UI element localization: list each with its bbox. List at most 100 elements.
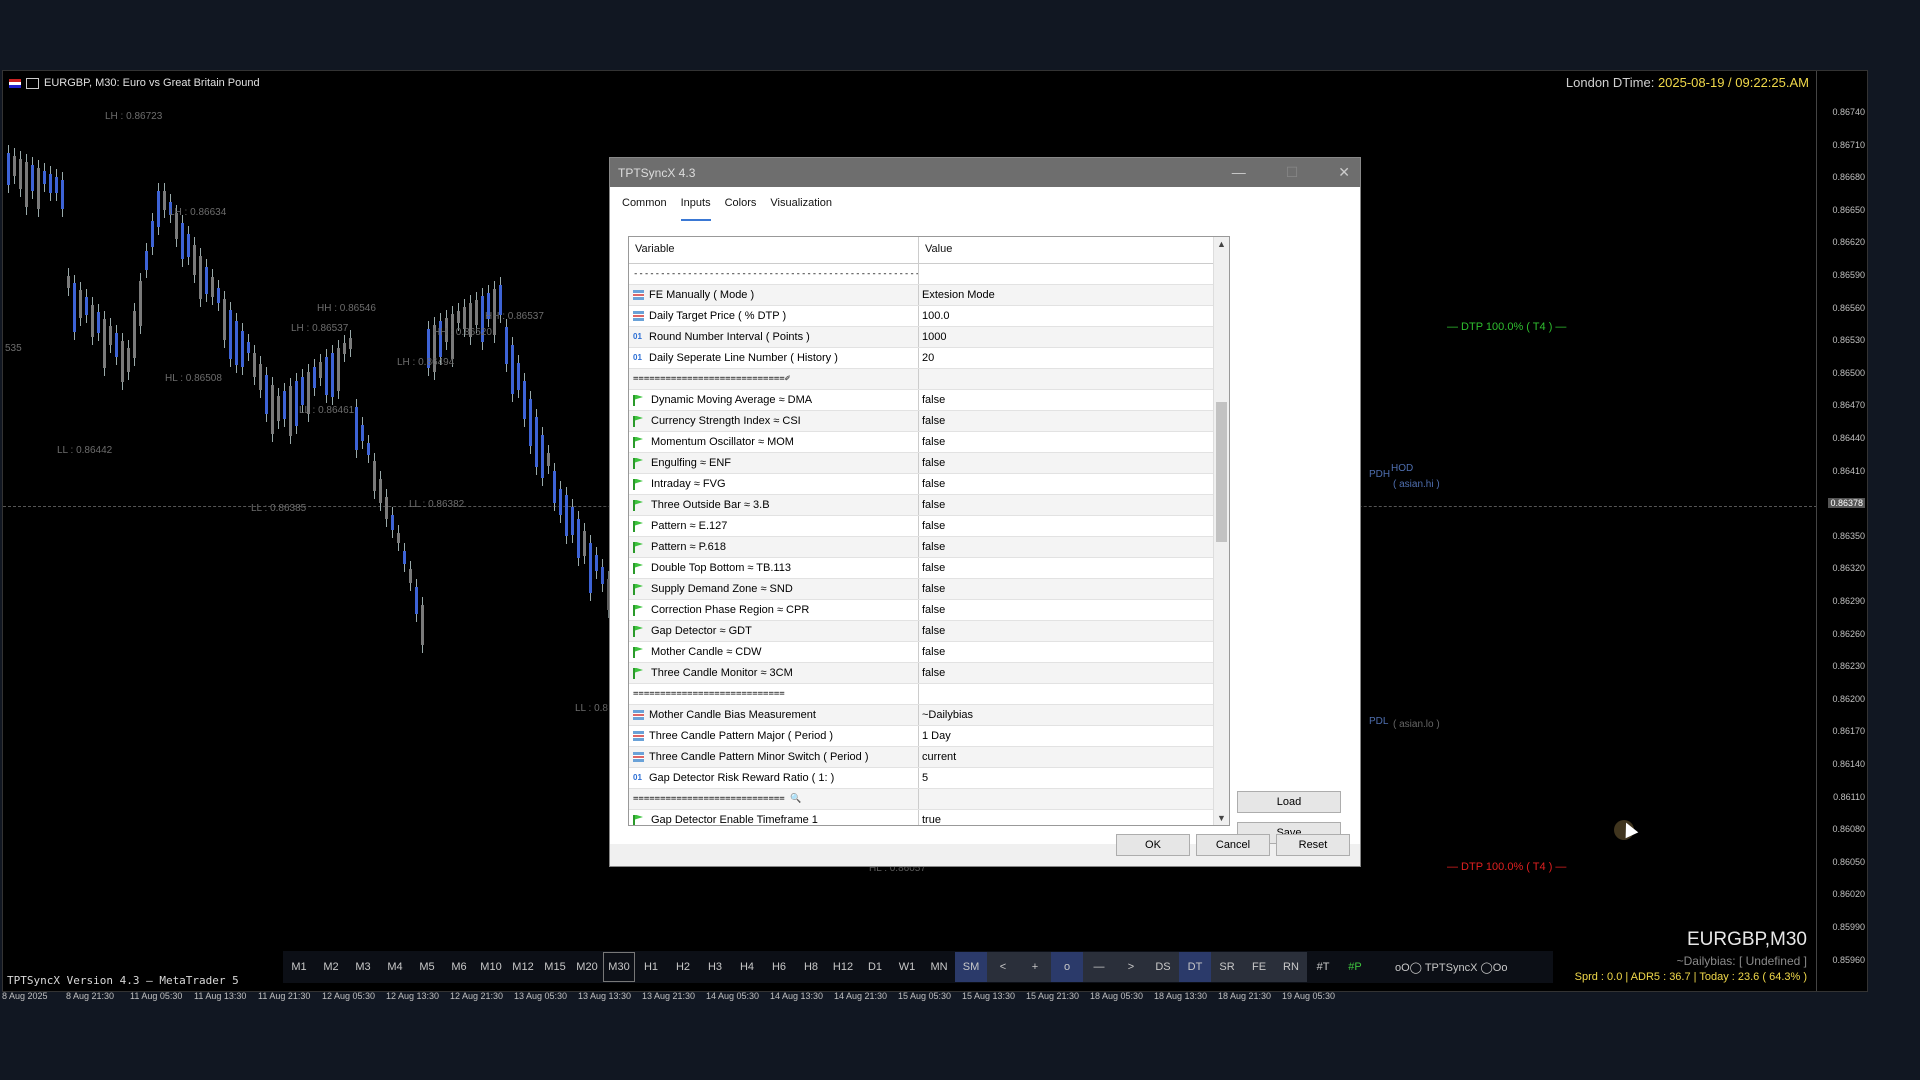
- timeframe-button-25[interactable]: —: [1083, 952, 1115, 982]
- value-cell[interactable]: false: [922, 415, 946, 427]
- load-button[interactable]: Load: [1237, 791, 1341, 813]
- value-column-header[interactable]: Value: [925, 243, 953, 255]
- timeframe-button-31[interactable]: RN: [1275, 952, 1307, 982]
- close-icon[interactable]: ✕: [1338, 164, 1350, 180]
- timeframe-button-29[interactable]: SR: [1211, 952, 1243, 982]
- value-cell[interactable]: Extesion Mode: [922, 289, 995, 301]
- timeframe-button-30[interactable]: FE: [1243, 952, 1275, 982]
- timeframe-button-20[interactable]: MN: [930, 961, 948, 973]
- ok-button[interactable]: OK: [1116, 834, 1190, 856]
- value-cell[interactable]: false: [922, 478, 946, 490]
- scrollbar-thumb[interactable]: [1216, 402, 1227, 542]
- timeframe-button-3[interactable]: M4: [387, 961, 403, 973]
- timeframe-button-7[interactable]: M12: [512, 961, 534, 973]
- input-row[interactable]: FE Manually ( Mode ) Extesion Mode: [629, 285, 1229, 306]
- value-cell[interactable]: 20: [922, 352, 935, 364]
- input-row[interactable]: ----------------------------------------…: [629, 264, 1229, 285]
- input-row[interactable]: 01 Daily Seperate Line Number ( History )…: [629, 348, 1229, 369]
- scroll-down-icon[interactable]: ▼: [1217, 813, 1226, 823]
- input-row[interactable]: 01 Round Number Interval ( Points ) 1000: [629, 327, 1229, 348]
- input-row[interactable]: Currency Strength Index ≈ CSI false: [629, 411, 1229, 432]
- input-row[interactable]: Gap Detector ≈ GDT false: [629, 621, 1229, 642]
- input-row[interactable]: Engulfing ≈ ENF false: [629, 453, 1229, 474]
- timeframe-button-13[interactable]: H3: [707, 961, 723, 973]
- timeframe-button-28[interactable]: DT: [1179, 952, 1211, 982]
- value-cell[interactable]: 1 Day: [922, 730, 951, 742]
- grid-scrollbar[interactable]: ▲ ▼: [1213, 237, 1229, 825]
- cancel-button[interactable]: Cancel: [1196, 834, 1270, 856]
- value-cell[interactable]: false: [922, 394, 946, 406]
- input-row[interactable]: Supply Demand Zone ≈ SND false: [629, 579, 1229, 600]
- minimize-icon[interactable]: —: [1231, 164, 1246, 180]
- value-cell[interactable]: 5: [922, 772, 929, 784]
- timeframe-button-11[interactable]: H1: [643, 961, 659, 973]
- timeframe-button-4[interactable]: M5: [419, 961, 435, 973]
- reset-button[interactable]: Reset: [1276, 834, 1350, 856]
- value-cell[interactable]: false: [922, 583, 946, 595]
- timeframe-button-19[interactable]: W1: [898, 961, 916, 973]
- timeframe-button-10[interactable]: M30: [603, 952, 635, 982]
- value-cell[interactable]: false: [922, 499, 946, 511]
- value-cell[interactable]: 1000: [922, 331, 947, 343]
- timeframe-button-32[interactable]: #T: [1316, 961, 1330, 973]
- input-row[interactable]: Mother Candle Bias Measurement ~Dailybias: [629, 705, 1229, 726]
- input-row[interactable]: Intraday ≈ FVG false: [629, 474, 1229, 495]
- value-cell[interactable]: current: [922, 751, 957, 763]
- value-cell[interactable]: false: [922, 541, 946, 553]
- timeframe-button-23[interactable]: +: [1019, 952, 1051, 982]
- timeframe-button-26[interactable]: >: [1115, 952, 1147, 982]
- timeframe-button-33[interactable]: #P: [1348, 961, 1362, 973]
- timeframe-button-27[interactable]: DS: [1147, 952, 1179, 982]
- value-cell[interactable]: false: [922, 457, 946, 469]
- input-row[interactable]: Three Candle Monitor ≈ 3CM false: [629, 663, 1229, 684]
- input-row[interactable]: Three Candle Pattern Minor Switch ( Peri…: [629, 747, 1229, 768]
- value-cell[interactable]: false: [922, 667, 946, 679]
- timeframe-button-9[interactable]: M20: [576, 961, 598, 973]
- value-cell[interactable]: false: [922, 436, 946, 448]
- timeframe-button-6[interactable]: M10: [480, 961, 502, 973]
- input-row[interactable]: Correction Phase Region ≈ CPR false: [629, 600, 1229, 621]
- value-cell[interactable]: false: [922, 562, 946, 574]
- timeframe-button-14[interactable]: H4: [739, 961, 755, 973]
- timeframe-button-2[interactable]: M3: [355, 961, 371, 973]
- value-cell[interactable]: 100.0: [922, 310, 950, 322]
- input-row[interactable]: ============================✐: [629, 369, 1229, 390]
- value-cell[interactable]: false: [922, 646, 946, 658]
- dialog-titlebar[interactable]: TPTSyncX 4.3 — ☐ ✕: [610, 158, 1360, 187]
- timeframe-button-22[interactable]: <: [987, 952, 1019, 982]
- scroll-up-icon[interactable]: ▲: [1217, 239, 1226, 249]
- timeframe-button-18[interactable]: D1: [867, 961, 883, 973]
- timeframe-button-8[interactable]: M15: [544, 961, 566, 973]
- input-row[interactable]: Pattern ≈ P.618 false: [629, 537, 1229, 558]
- input-row[interactable]: Double Top Bottom ≈ TB.113 false: [629, 558, 1229, 579]
- tab-common[interactable]: Common: [622, 197, 667, 209]
- timeframe-button-21[interactable]: SM: [955, 952, 987, 982]
- tab-inputs[interactable]: Inputs: [680, 197, 711, 221]
- tab-colors[interactable]: Colors: [724, 197, 757, 209]
- value-cell[interactable]: ~Dailybias: [922, 709, 974, 721]
- input-row[interactable]: ============================: [629, 684, 1229, 705]
- timeframe-button-0[interactable]: M1: [291, 961, 307, 973]
- input-row[interactable]: Daily Target Price ( % DTP ) 100.0: [629, 306, 1229, 327]
- value-cell[interactable]: false: [922, 625, 946, 637]
- value-cell[interactable]: false: [922, 520, 946, 532]
- timeframe-button-1[interactable]: M2: [323, 961, 339, 973]
- input-row[interactable]: Pattern ≈ E.127 false: [629, 516, 1229, 537]
- timeframe-button-12[interactable]: H2: [675, 961, 691, 973]
- timeframe-button-5[interactable]: M6: [451, 961, 467, 973]
- input-row[interactable]: ============================ 🔍: [629, 789, 1229, 810]
- variable-column-header[interactable]: Variable: [629, 237, 919, 263]
- input-row[interactable]: Gap Detector Enable Timeframe 1 true: [629, 810, 1229, 826]
- timeframe-button-24[interactable]: o: [1051, 952, 1083, 982]
- value-cell[interactable]: true: [922, 814, 941, 826]
- value-cell[interactable]: false: [922, 604, 946, 616]
- input-row[interactable]: Mother Candle ≈ CDW false: [629, 642, 1229, 663]
- timeframe-button-15[interactable]: H6: [771, 961, 787, 973]
- maximize-icon[interactable]: ☐: [1285, 164, 1299, 180]
- timeframe-button-16[interactable]: H8: [803, 961, 819, 973]
- input-row[interactable]: 01 Gap Detector Risk Reward Ratio ( 1: ) 5: [629, 768, 1229, 789]
- input-row[interactable]: Three Outside Bar ≈ 3.B false: [629, 495, 1229, 516]
- tab-visualization[interactable]: Visualization: [770, 197, 832, 209]
- input-row[interactable]: Dynamic Moving Average ≈ DMA false: [629, 390, 1229, 411]
- input-row[interactable]: Three Candle Pattern Major ( Period ) 1 D…: [629, 726, 1229, 747]
